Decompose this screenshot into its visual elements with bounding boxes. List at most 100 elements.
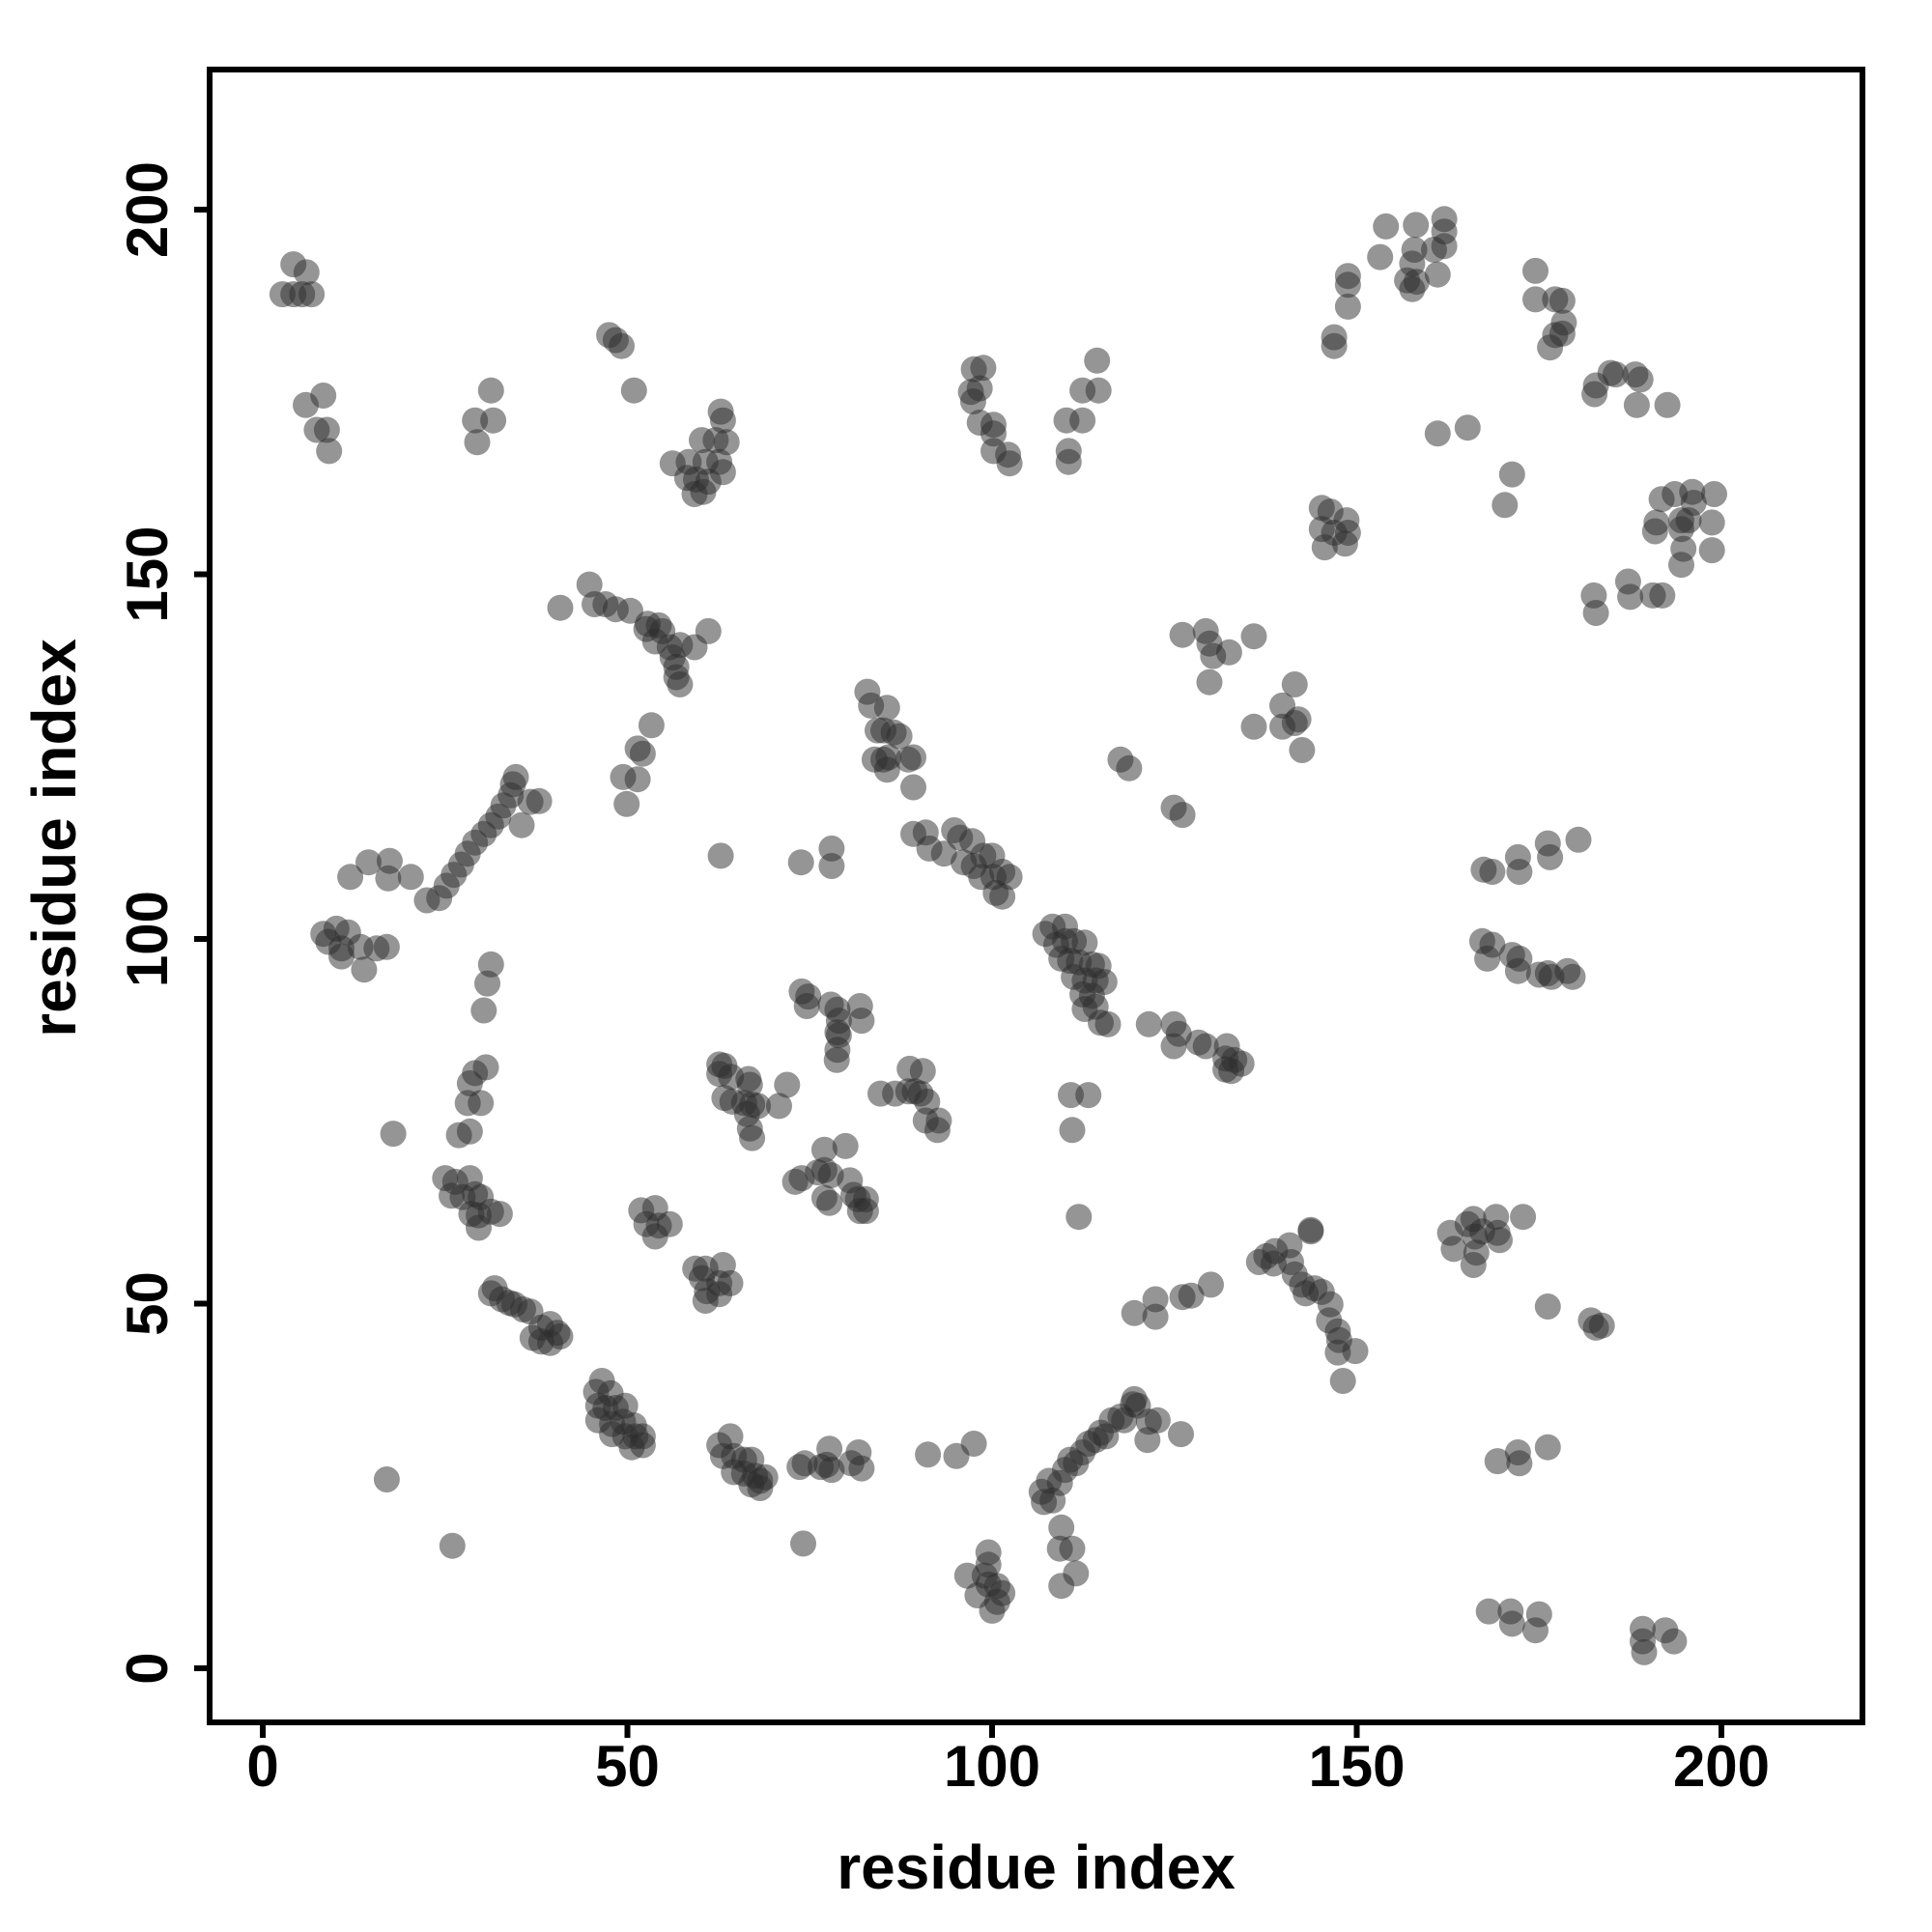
data-point bbox=[351, 956, 378, 983]
data-point bbox=[629, 1432, 656, 1459]
data-point bbox=[852, 1198, 879, 1225]
data-point bbox=[472, 1054, 499, 1081]
data-point bbox=[1116, 754, 1143, 781]
data-point bbox=[900, 774, 926, 801]
data-point bbox=[470, 997, 497, 1024]
data-point bbox=[692, 1288, 719, 1314]
data-point bbox=[486, 1201, 513, 1228]
data-point bbox=[1399, 275, 1426, 302]
data-point bbox=[1522, 286, 1548, 313]
data-point bbox=[1504, 957, 1531, 984]
data-point bbox=[1424, 420, 1451, 447]
data-point bbox=[310, 383, 337, 409]
data-point bbox=[1668, 516, 1694, 543]
data-point bbox=[1649, 582, 1676, 609]
data-point bbox=[1698, 509, 1725, 536]
data-point bbox=[914, 1088, 941, 1115]
data-point bbox=[1654, 391, 1681, 418]
data-point bbox=[547, 594, 574, 621]
data-point bbox=[1059, 1117, 1086, 1144]
x-tick-label: 150 bbox=[1308, 1734, 1405, 1799]
data-point bbox=[1334, 271, 1361, 298]
data-point bbox=[1048, 1514, 1075, 1541]
data-point bbox=[1085, 377, 1112, 404]
data-point bbox=[1069, 407, 1096, 434]
data-point bbox=[1565, 826, 1592, 853]
data-point bbox=[1215, 639, 1242, 666]
data-point bbox=[1196, 668, 1223, 696]
data-point bbox=[709, 459, 736, 486]
data-point bbox=[709, 407, 736, 434]
data-point bbox=[337, 864, 364, 891]
data-point bbox=[1474, 945, 1501, 972]
data-points-layer bbox=[269, 206, 1727, 1665]
data-point bbox=[1548, 287, 1576, 314]
data-point bbox=[624, 766, 651, 793]
data-point bbox=[1631, 1638, 1658, 1665]
data-point bbox=[1487, 1227, 1513, 1254]
data-point bbox=[629, 740, 656, 767]
data-point bbox=[1142, 1303, 1169, 1330]
data-point bbox=[466, 1214, 492, 1241]
data-point bbox=[1623, 391, 1650, 418]
data-point bbox=[873, 756, 900, 783]
data-point bbox=[1281, 671, 1308, 697]
data-point bbox=[502, 763, 529, 790]
data-point bbox=[1055, 448, 1082, 475]
data-point bbox=[810, 1136, 838, 1163]
data-point bbox=[298, 281, 326, 308]
data-point bbox=[1701, 481, 1727, 507]
data-point bbox=[1498, 461, 1525, 488]
y-axis-ticks: 0 50 100 150 200 bbox=[115, 161, 210, 1685]
data-point bbox=[1071, 929, 1098, 956]
data-point bbox=[1168, 1421, 1194, 1448]
data-point bbox=[818, 853, 845, 879]
data-point bbox=[1460, 1252, 1487, 1278]
data-point bbox=[707, 842, 734, 869]
data-point bbox=[1614, 568, 1641, 595]
data-point bbox=[1269, 713, 1295, 740]
data-point bbox=[547, 1323, 574, 1350]
data-point bbox=[816, 1189, 843, 1216]
data-point bbox=[445, 1122, 472, 1149]
data-point bbox=[825, 1022, 852, 1049]
data-point bbox=[1160, 1033, 1187, 1060]
data-point bbox=[739, 1124, 766, 1151]
data-point bbox=[1297, 1218, 1324, 1245]
x-axis-label: residue index bbox=[837, 1833, 1236, 1902]
data-point bbox=[667, 671, 694, 697]
data-point bbox=[1698, 537, 1725, 564]
data-point bbox=[996, 450, 1023, 477]
data-point bbox=[923, 1117, 951, 1144]
data-point bbox=[1198, 1271, 1224, 1298]
data-point bbox=[970, 355, 997, 382]
data-point bbox=[1134, 1427, 1161, 1454]
data-point bbox=[1059, 1535, 1086, 1562]
data-point bbox=[1479, 859, 1506, 885]
data-point bbox=[373, 1466, 400, 1492]
data-point bbox=[848, 1008, 875, 1035]
x-tick-label: 100 bbox=[944, 1734, 1040, 1799]
data-point bbox=[873, 695, 900, 722]
data-point bbox=[462, 407, 489, 434]
data-point bbox=[1537, 843, 1564, 870]
data-point bbox=[1522, 257, 1548, 284]
data-point bbox=[1065, 1204, 1093, 1231]
data-point bbox=[774, 1071, 801, 1098]
data-point bbox=[468, 1090, 495, 1117]
data-point bbox=[1373, 213, 1400, 240]
data-point bbox=[818, 1457, 845, 1484]
data-point bbox=[480, 407, 507, 434]
data-point bbox=[1492, 492, 1519, 519]
data-point bbox=[1559, 963, 1586, 990]
data-point bbox=[620, 377, 647, 404]
data-point bbox=[930, 840, 957, 867]
data-point bbox=[690, 478, 717, 505]
data-point bbox=[1581, 381, 1608, 408]
data-point bbox=[915, 1441, 942, 1468]
y-axis-label: residue index bbox=[19, 639, 89, 1037]
y-tick-label: 100 bbox=[115, 891, 180, 987]
data-point bbox=[313, 416, 340, 443]
data-point bbox=[1218, 1058, 1245, 1085]
data-point bbox=[1484, 1448, 1511, 1475]
